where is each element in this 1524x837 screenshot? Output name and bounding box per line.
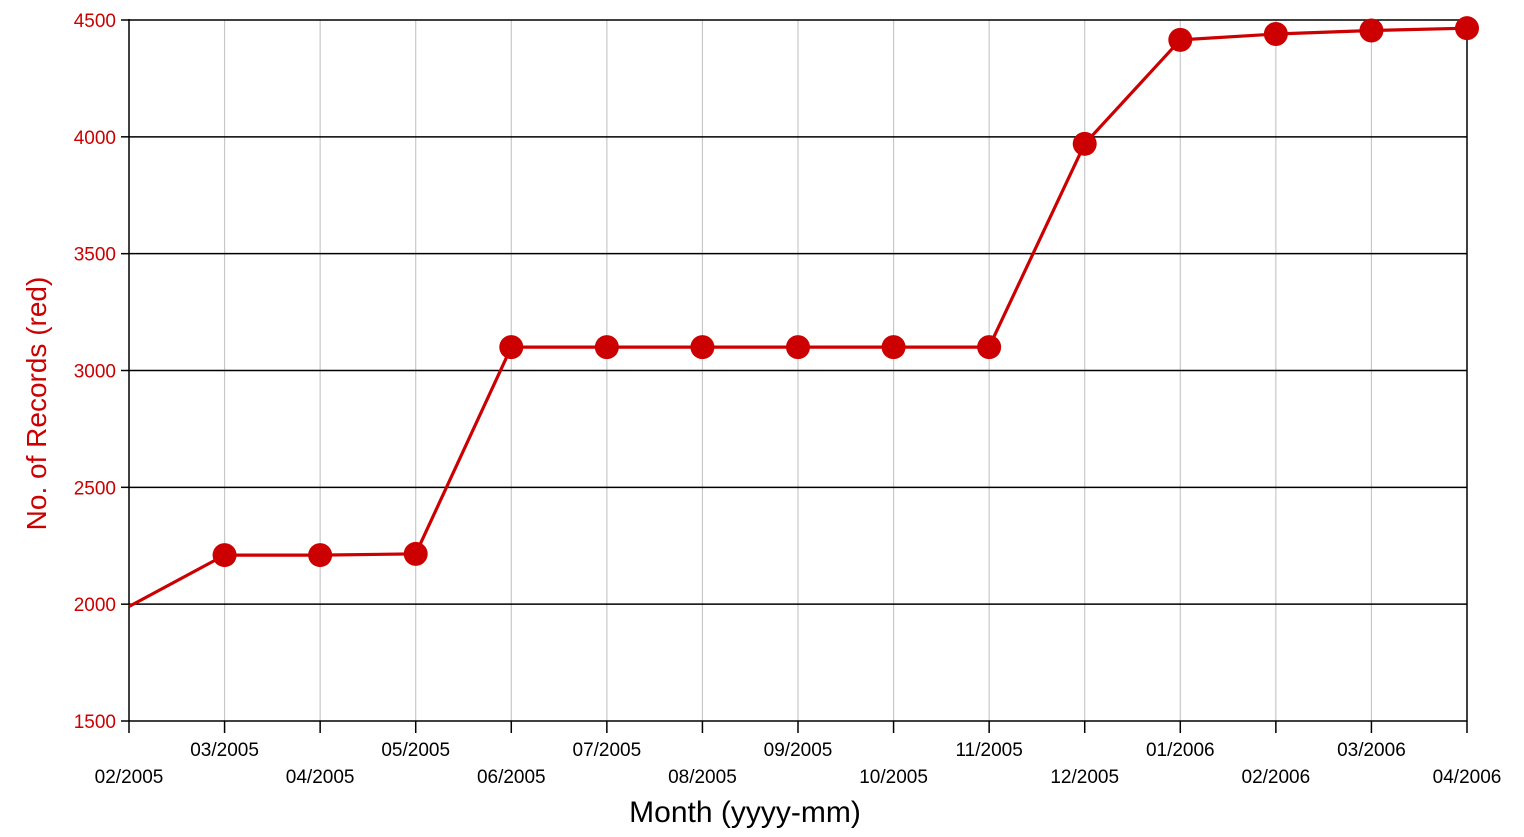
x-tick-label: 04/2006: [1433, 767, 1502, 788]
y-axis-title: No. of Records (red): [21, 277, 52, 531]
data-point-marker: [786, 335, 810, 360]
series-layer: [128, 16, 1479, 608]
y-tick-label: 4000: [74, 128, 116, 149]
x-tick-label: 12/2005: [1050, 767, 1119, 788]
x-tick-label: 09/2005: [764, 740, 833, 761]
data-point-marker: [1359, 18, 1384, 43]
grid-layer: [129, 19, 1467, 721]
x-tick-label: 07/2005: [573, 740, 642, 761]
y-tick-label: 2500: [74, 478, 116, 499]
x-tick-label: 03/2006: [1337, 740, 1406, 761]
data-point-marker: [212, 543, 237, 568]
x-tick-label: 04/2005: [286, 767, 355, 788]
data-point-marker: [881, 335, 906, 360]
y-tick-label: 3000: [74, 362, 116, 383]
x-tick-label: 03/2005: [190, 740, 259, 761]
data-point-marker: [403, 541, 428, 566]
x-tick-label: 02/2005: [95, 767, 164, 788]
data-point-marker: [499, 335, 524, 360]
x-tick-label: 10/2005: [859, 767, 928, 788]
data-point-marker: [1455, 16, 1479, 41]
x-tick-label: 01/2006: [1146, 740, 1215, 761]
y-tick-label: 1500: [74, 712, 116, 733]
x-tick-label: 11/2005: [956, 740, 1023, 761]
x-tick-label: 05/2005: [381, 740, 450, 761]
data-point-marker: [977, 335, 1002, 360]
y-tick-label: 2000: [74, 595, 116, 616]
data-point-marker: [594, 335, 619, 360]
data-point-marker: [690, 335, 715, 360]
y-tick-label: 3500: [74, 245, 116, 266]
label-layer: Month (yyyy-mm) No. of Records (red) 150…: [21, 11, 1501, 829]
x-tick-label: 02/2006: [1242, 767, 1311, 788]
data-point-marker: [308, 543, 333, 568]
x-tick-label: 06/2005: [477, 767, 546, 788]
data-point-marker: [1168, 27, 1193, 52]
x-axis-title: Month (yyyy-mm): [629, 796, 861, 829]
y-tick-label: 4500: [74, 11, 116, 32]
data-point-marker: [1072, 131, 1097, 156]
data-point-marker: [1263, 22, 1288, 47]
x-tick-label: 08/2005: [668, 767, 737, 788]
axis-layer: [121, 19, 1468, 733]
